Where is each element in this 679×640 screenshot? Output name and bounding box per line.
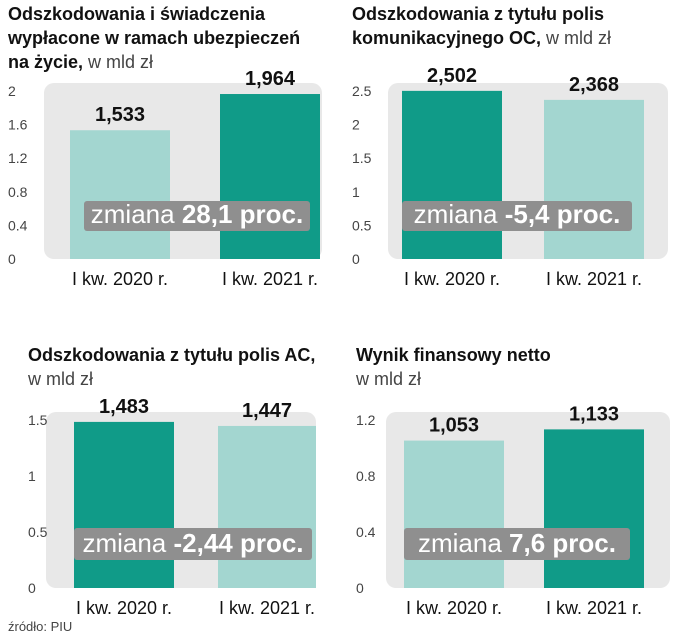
y-tick-label: 0.5 <box>352 217 372 233</box>
unit-label: w mld zł <box>83 52 154 72</box>
y-tick-label: 1.2 <box>356 412 376 428</box>
unit-label: w mld zł <box>356 369 422 389</box>
title-line: na życie, w mld zł <box>8 52 154 72</box>
change-prefix: zmiana <box>418 528 509 558</box>
data-label: 1,483 <box>99 396 149 418</box>
chart-svg: 0 0.5 1 1.5 2 2.5 2,502 I kw. 2020 r. 2,368 I kw.… <box>352 65 668 289</box>
change-text: zmiana -2,44 proc. <box>82 528 303 558</box>
y-tick-label: 2.5 <box>352 83 372 99</box>
change-value: -2,44 proc. <box>173 528 303 558</box>
y-tick-label: 1.5 <box>28 412 48 428</box>
x-tick-label: I kw. 2020 r. <box>404 269 500 289</box>
data-label: 2,368 <box>569 74 619 96</box>
chart-panel-4: Wynik finansowy netto w mld zł 0 0.4 0.8 1.2… <box>356 343 674 618</box>
unit-label: w mld zł <box>541 28 612 48</box>
unit-label: w mld zł <box>28 369 94 389</box>
bar <box>74 421 174 588</box>
chart-svg: 0 0.5 1 1.5 1,483 I kw. 2020 r. 1,447 I kw. 202… <box>28 396 316 618</box>
chart-panel-1: Odszkodowania i świadczenia wypłacone w r… <box>8 2 330 292</box>
bar <box>218 425 316 588</box>
change-prefix: zmiana <box>414 199 505 229</box>
y-tick-label: 0.8 <box>356 468 376 484</box>
y-tick-label: 2 <box>8 83 16 99</box>
y-tick-label: 0.5 <box>28 524 48 540</box>
chart-svg: 0 0.4 0.8 1.2 1,053 I kw. 2020 r. 1,133 I kw. 2… <box>356 403 670 618</box>
y-tick-label: 1.5 <box>352 150 372 166</box>
bar <box>544 429 644 588</box>
data-label: 1,533 <box>95 104 145 126</box>
change-badge <box>404 528 630 560</box>
y-tick-label: 1 <box>28 468 36 484</box>
x-tick-label: I kw. 2021 r. <box>546 269 642 289</box>
title-line: Odszkodowania z tytułu polis <box>352 4 605 24</box>
chart-title: Wynik finansowy netto w mld zł <box>356 343 551 391</box>
y-tick-label: 0.4 <box>356 524 376 540</box>
x-tick-label: I kw. 2021 r. <box>219 598 315 618</box>
chart-title: Odszkodowania z tytułu polis komunikacyjn… <box>352 2 611 50</box>
x-tick-label: I kw. 2021 r. <box>546 598 642 618</box>
chart-svg: 0 0.4 0.8 1.2 1.6 2 1,533 I kw. 2020 r. 1,964 I k… <box>8 68 322 289</box>
title-line: Odszkodowania i świadczenia <box>8 4 266 24</box>
change-text: zmiana -5,4 proc. <box>414 199 621 229</box>
title-line: komunikacyjnego OC, w mld zł <box>352 28 612 48</box>
y-tick-label: 0 <box>352 251 360 267</box>
change-badge <box>402 201 632 231</box>
y-tick-label: 0 <box>8 251 16 267</box>
data-label: 1,053 <box>429 415 479 437</box>
change-prefix: zmiana <box>91 199 182 229</box>
chart-title: Odszkodowania i świadczenia wypłacone w r… <box>8 2 300 74</box>
y-tick-label: 0.8 <box>8 184 28 200</box>
x-tick-label: I kw. 2020 r. <box>76 598 172 618</box>
source-note: źródło: PIU <box>8 619 73 634</box>
y-tick-label: 2 <box>352 117 360 133</box>
title-line: wypłacone w ramach ubezpieczeń <box>8 28 301 48</box>
change-text: zmiana 28,1 proc. <box>91 199 303 229</box>
title-line: Odszkodowania z tytułu polis AC, <box>28 345 316 365</box>
chart-panel-3: Odszkodowania z tytułu polis AC, w mld zł… <box>28 343 338 618</box>
data-label: 1,964 <box>245 68 296 90</box>
change-value: 28,1 proc. <box>182 199 303 229</box>
bar <box>70 130 170 259</box>
y-tick-label: 0.4 <box>8 217 28 233</box>
x-tick-label: I kw. 2020 r. <box>72 269 168 289</box>
data-label: 1,447 <box>242 400 292 422</box>
change-badge <box>74 528 312 560</box>
bar <box>544 99 644 260</box>
y-tick-label: 1.2 <box>8 150 28 166</box>
change-value: -5,4 proc. <box>505 199 621 229</box>
y-tick-label: 0 <box>356 580 364 596</box>
y-tick-label: 0 <box>28 580 36 596</box>
bar <box>404 440 504 588</box>
chart-panel-2: Odszkodowania z tytułu polis komunikacyjn… <box>352 2 674 292</box>
x-tick-label: I kw. 2020 r. <box>406 598 502 618</box>
change-prefix: zmiana <box>82 528 173 558</box>
x-tick-label: I kw. 2021 r. <box>222 269 318 289</box>
bar <box>220 94 320 259</box>
chart-title: Odszkodowania z tytułu polis AC, w mld zł <box>28 343 315 391</box>
title-line: Wynik finansowy netto <box>356 345 551 365</box>
bar <box>402 90 502 259</box>
data-label: 1,133 <box>569 403 619 425</box>
change-text: zmiana 7,6 proc. <box>418 528 616 558</box>
y-tick-label: 1.6 <box>8 117 28 133</box>
data-label: 2,502 <box>427 65 477 87</box>
y-tick-label: 1 <box>352 184 360 200</box>
change-value: 7,6 proc. <box>509 528 616 558</box>
change-badge <box>84 201 310 231</box>
